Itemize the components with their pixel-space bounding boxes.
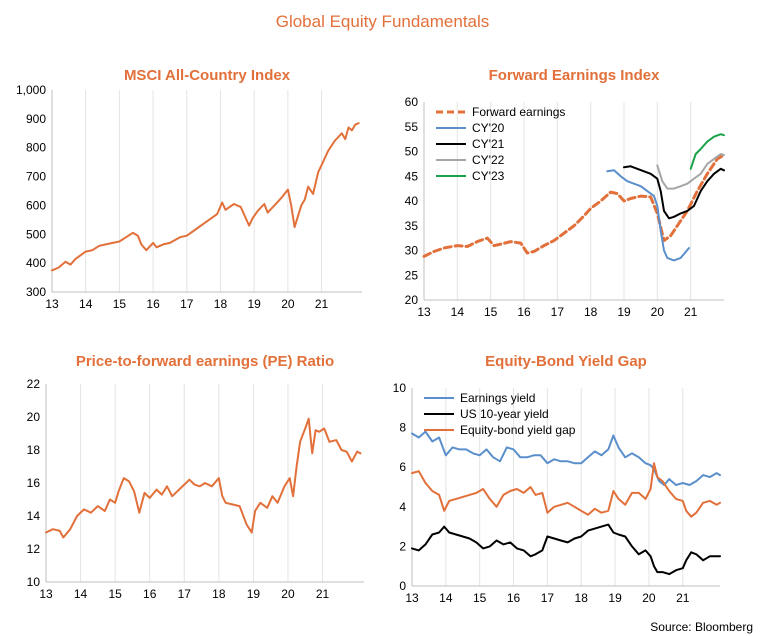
x-tick-label: 16 (146, 297, 160, 311)
chart-title: Equity-Bond Yield Gap (485, 353, 647, 370)
x-tick-label: 21 (316, 587, 330, 601)
x-tick-label: 19 (247, 587, 261, 601)
x-tick-label: 19 (247, 297, 261, 311)
y-tick-label: 20 (405, 293, 419, 307)
x-tick-label: 13 (39, 587, 53, 601)
series-line-earnings-yield (411, 430, 721, 486)
legend-label: CY'22 (472, 153, 505, 167)
x-tick-label: 18 (584, 305, 598, 319)
y-tick-label: 700 (26, 170, 46, 184)
x-tick-label: 19 (617, 305, 631, 319)
x-tick-label: 20 (281, 297, 295, 311)
source-note: Source: Bloomberg (650, 620, 753, 634)
series-line-pe-ratio (45, 417, 362, 539)
x-tick-label: 21 (676, 591, 690, 605)
legend-label: CY'21 (472, 137, 505, 151)
y-tick-label: 600 (26, 198, 46, 212)
y-tick-label: 22 (27, 377, 41, 391)
series-line-cy-22 (656, 153, 725, 190)
y-tick-label: 800 (26, 141, 46, 155)
x-tick-label: 18 (212, 587, 226, 601)
x-tick-label: 20 (651, 305, 665, 319)
y-tick-label: 25 (405, 268, 419, 282)
x-tick-label: 17 (551, 305, 565, 319)
pe-ratio-chart: Price-to-forward earnings (PE) Ratio 10 12… (27, 353, 364, 601)
legend-label: Earnings yield (460, 391, 535, 405)
x-tick-label: 13 (405, 591, 419, 605)
x-tick-label: 16 (143, 587, 157, 601)
x-tick-label: 15 (473, 591, 487, 605)
y-tick-label: 40 (405, 194, 419, 208)
x-tick-label: 15 (484, 305, 498, 319)
x-tick-label: 17 (180, 297, 194, 311)
y-tick-label: 8 (399, 421, 406, 435)
forward-earnings-chart: Forward Earnings Index 20 25 30 35 40 45 50 55 60… (405, 67, 726, 319)
x-tick-label: 21 (315, 297, 329, 311)
x-tick-label: 13 (417, 305, 431, 319)
legend-label: US 10-year yield (460, 407, 549, 421)
y-tick-label: 55 (405, 120, 419, 134)
y-tick-label: 10 (393, 381, 407, 395)
x-tick-label: 17 (541, 591, 555, 605)
y-tick-label: 30 (405, 244, 419, 258)
x-tick-label: 15 (113, 297, 127, 311)
series-line-us-10-year-yield (411, 523, 721, 576)
y-tick-label: 10 (27, 575, 41, 589)
x-tick-label: 20 (642, 591, 656, 605)
x-tick-label: 20 (281, 587, 295, 601)
y-tick-label: 14 (27, 509, 41, 523)
y-tick-label: 0 (399, 579, 406, 593)
chart-title: Forward Earnings Index (489, 67, 661, 84)
y-tick-label: 6 (399, 460, 406, 474)
series-line-forward-earnings (422, 153, 726, 258)
y-tick-label: 900 (26, 112, 46, 126)
chart-title: MSCI All-Country Index (124, 67, 291, 84)
x-tick-label: 19 (608, 591, 622, 605)
series-line-cy-23 (689, 133, 725, 170)
series-line-equity-bond-yield-gap (411, 462, 721, 518)
y-tick-label: 400 (26, 256, 46, 270)
y-tick-label: 12 (27, 542, 41, 556)
legend-label: Equity-bond yield gap (460, 423, 576, 437)
legend-label: CY'23 (472, 169, 505, 183)
chart-title: Price-to-forward earnings (PE) Ratio (76, 353, 334, 370)
y-tick-label: 2 (399, 539, 406, 553)
x-tick-label: 14 (79, 297, 93, 311)
y-tick-label: 60 (405, 95, 419, 109)
series-line-cy-21 (623, 165, 725, 220)
x-tick-label: 14 (74, 587, 88, 601)
y-tick-label: 18 (27, 443, 41, 457)
x-tick-label: 21 (684, 305, 698, 319)
x-tick-label: 17 (178, 587, 192, 601)
y-tick-label: 45 (405, 169, 419, 183)
y-tick-label: 4 (399, 500, 406, 514)
legend-label: Forward earnings (472, 105, 565, 119)
y-tick-label: 16 (27, 476, 41, 490)
y-tick-label: 300 (26, 285, 46, 299)
series-line-msci-all-country-index (51, 122, 360, 272)
page-title: Global Equity Fundamentals (275, 12, 490, 31)
y-tick-label: 1,000 (16, 83, 46, 97)
y-tick-label: 50 (405, 145, 419, 159)
x-tick-label: 15 (108, 587, 122, 601)
legend-label: CY'20 (472, 121, 505, 135)
series-line-cy-20 (606, 169, 690, 262)
y-tick-label: 20 (27, 410, 41, 424)
x-tick-label: 13 (45, 297, 59, 311)
x-tick-label: 14 (439, 591, 453, 605)
msci-chart: MSCI All-Country Index 300 400 500 600 700 800… (16, 67, 362, 311)
equity-bond-yield-gap-chart: Equity-Bond Yield Gap 0 2 4 6 8 10 13 14 15 16 17 18… (393, 353, 721, 605)
x-tick-label: 16 (507, 591, 521, 605)
y-tick-label: 500 (26, 227, 46, 241)
x-tick-label: 14 (451, 305, 465, 319)
x-tick-label: 16 (517, 305, 531, 319)
x-tick-label: 18 (575, 591, 589, 605)
y-tick-label: 35 (405, 219, 419, 233)
x-tick-label: 18 (214, 297, 228, 311)
